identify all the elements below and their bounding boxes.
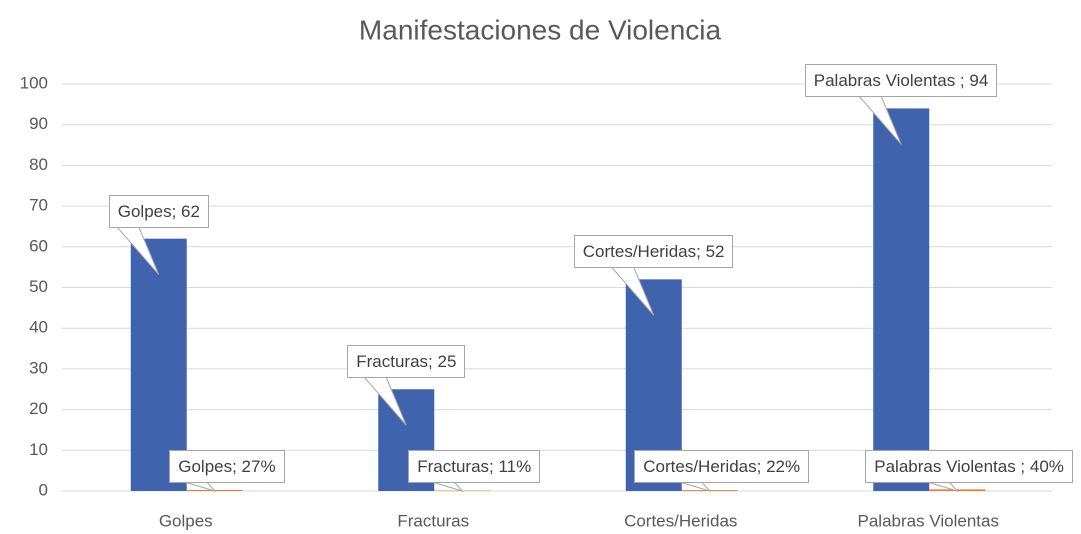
y-tick-label: 70	[29, 196, 48, 215]
bar	[130, 238, 187, 491]
x-tick-label: Fracturas	[397, 511, 469, 530]
data-label: Cortes/Heridas; 52	[573, 235, 734, 269]
y-tick-label: 50	[29, 277, 48, 296]
x-tick-label: Palabras Violentas	[858, 511, 999, 530]
data-label: Fracturas; 11%	[408, 450, 541, 483]
y-tick-label: 10	[29, 440, 48, 459]
data-label: Golpes; 62	[108, 194, 209, 228]
data-label: Palabras Violentas ; 40%	[865, 450, 1073, 483]
data-label: Fracturas; 25	[347, 345, 466, 379]
x-tick-label: Cortes/Heridas	[624, 511, 737, 530]
bar	[929, 489, 986, 491]
y-tick-label: 100	[20, 73, 48, 92]
y-tick-label: 40	[29, 318, 48, 337]
y-tick-label: 60	[29, 236, 48, 255]
y-tick-label: 30	[29, 358, 48, 377]
chart-title: Manifestaciones de Violencia	[359, 14, 722, 45]
bar	[873, 108, 930, 492]
y-tick-label: 80	[29, 155, 48, 174]
data-label: Golpes; 27%	[169, 450, 285, 483]
data-label: Cortes/Heridas; 22%	[634, 450, 810, 483]
label-pointer	[184, 481, 217, 492]
label-pointer	[679, 481, 712, 492]
label-pointer	[432, 481, 464, 492]
y-tick-label: 20	[29, 399, 48, 418]
y-tick-label: 90	[29, 114, 48, 133]
data-label: Palabras Violentas ; 94	[804, 64, 998, 98]
y-tick-label: 0	[39, 480, 48, 499]
x-tick-label: Golpes	[159, 511, 213, 530]
